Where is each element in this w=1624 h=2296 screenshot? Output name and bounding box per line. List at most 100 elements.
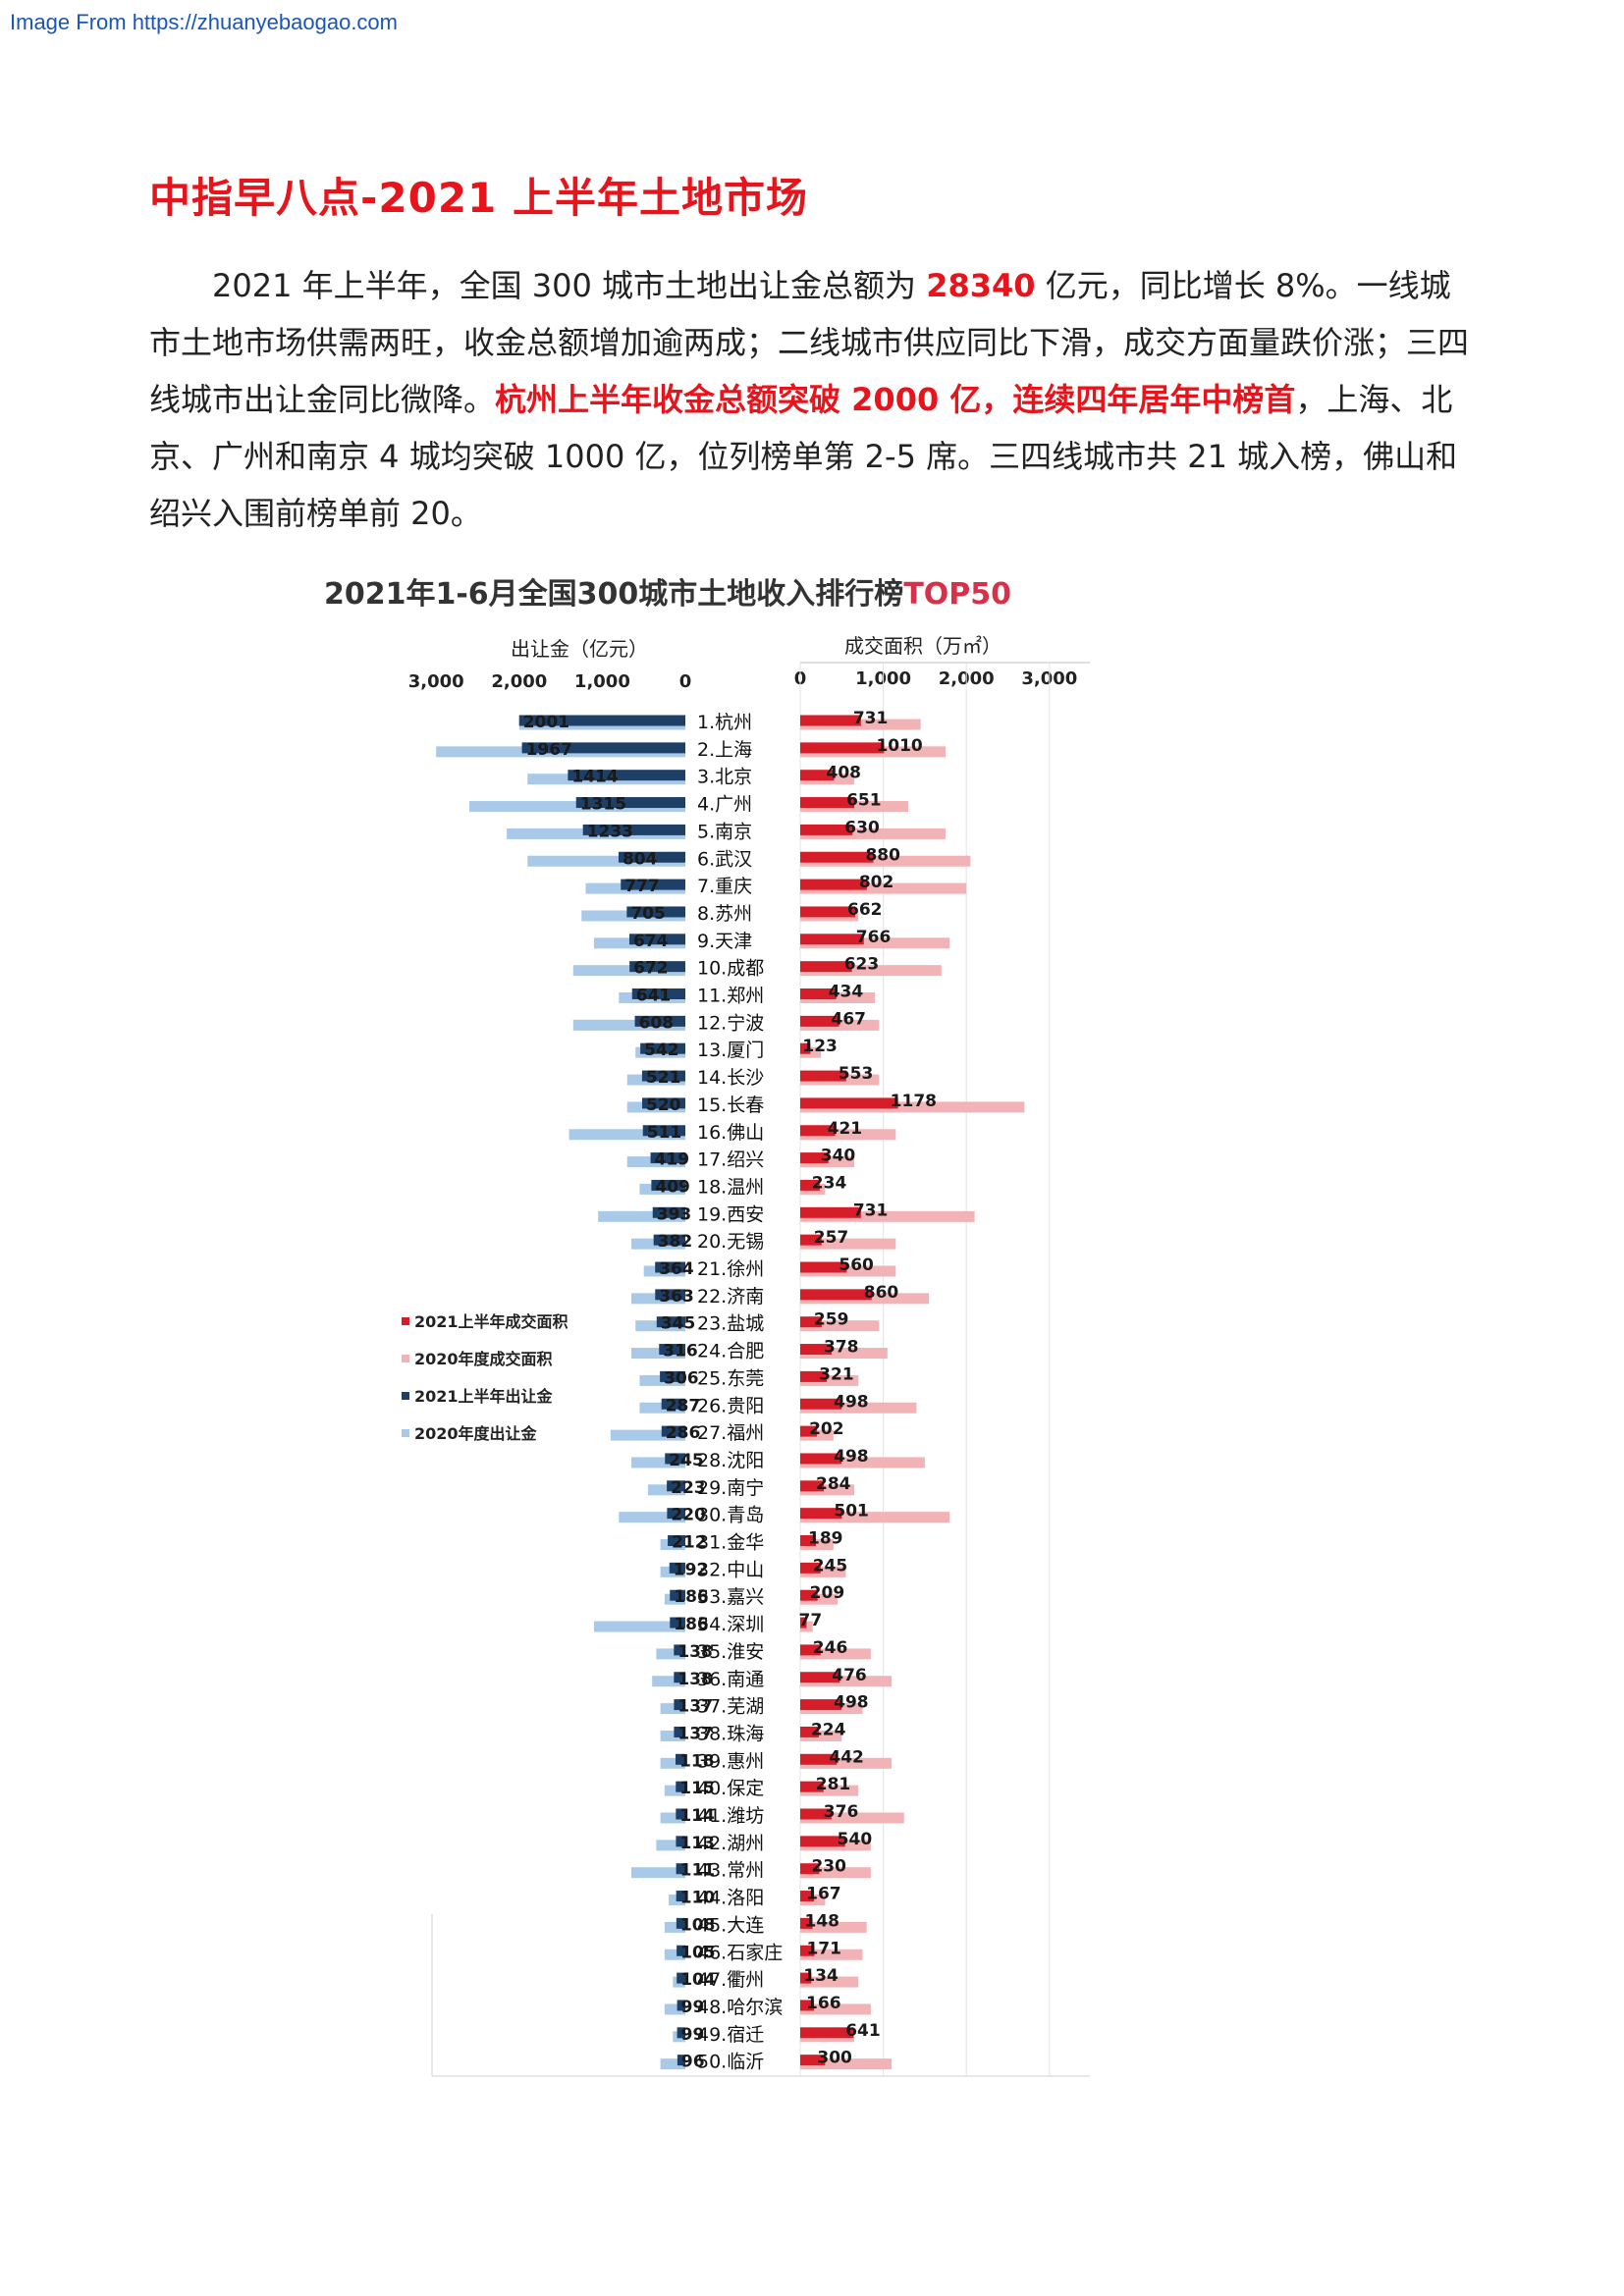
legend-swatch [402, 1355, 409, 1362]
city-label: 34.深圳 [697, 1614, 764, 1635]
area-value-label: 623 [844, 955, 880, 975]
revenue-value-label: 245 [669, 1451, 704, 1470]
city-label: 16.佛山 [697, 1122, 764, 1144]
bar-2021-revenue [650, 1152, 685, 1164]
revenue-value-label: 114 [679, 1806, 715, 1826]
revenue-value-label: 137 [677, 1724, 713, 1743]
bar-2021-area [800, 1589, 818, 1601]
bar-2021-revenue [618, 851, 685, 863]
bar-2021-revenue [674, 1672, 685, 1683]
city-label: 4.广州 [697, 794, 752, 816]
left-tick-label: 2,000 [491, 671, 547, 692]
area-value-label: 651 [846, 791, 882, 811]
bar-2021-area [800, 1453, 842, 1465]
bar-2021-revenue [677, 2055, 685, 2066]
area-value-label: 467 [832, 1009, 867, 1029]
bar-2020-area [800, 2058, 893, 2070]
bar-2021-revenue [621, 879, 685, 890]
city-label: 25.东莞 [697, 1367, 764, 1389]
page-title: 中指早八点-2021 上半年土地市场 [149, 174, 808, 222]
bar-2021-revenue [652, 1206, 685, 1218]
area-value-label: 134 [803, 1966, 839, 1986]
bar-2020-area [800, 2003, 871, 2015]
bar-2021-revenue [655, 1289, 685, 1301]
revenue-value-label: 212 [672, 1533, 707, 1553]
bar-2020-area [800, 828, 947, 839]
revenue-value-label: 674 [633, 932, 669, 951]
intro-text-2: 亿元，同比增长 8%。一线城市土地市场供需两旺，收金总额增加逾两成；二线城市供应… [149, 267, 1470, 418]
bar-2021-revenue [659, 1344, 685, 1356]
source-link[interactable]: Image From https://zhuanyebaogao.com [10, 10, 398, 34]
city-label: 43.常州 [697, 1860, 764, 1882]
city-label: 1.杭州 [697, 712, 752, 733]
bar-2020-area [800, 1757, 893, 1769]
bar-2020-area [800, 1402, 917, 1414]
revenue-value-label: 99 [681, 1998, 705, 2017]
bar-2021-revenue [676, 1863, 685, 1875]
bar-2020-revenue [664, 1921, 685, 1933]
bar-2021-area [800, 1644, 821, 1656]
bar-2021-area [800, 1480, 825, 1492]
area-value-label: 167 [806, 1885, 841, 1904]
revenue-value-label: 223 [671, 1478, 706, 1498]
bar-2020-area [800, 1348, 888, 1360]
bar-2021-area [800, 1672, 840, 1683]
city-label: 26.贵阳 [697, 1395, 764, 1416]
revenue-value-label: 138 [677, 1642, 713, 1662]
bar-2020-area [800, 1730, 842, 1741]
revenue-value-label: 96 [681, 2053, 705, 2072]
area-value-label: 284 [816, 1474, 851, 1494]
bar-2020-area [800, 1593, 839, 1605]
bar-2021-area [800, 1726, 819, 1737]
bar-2021-revenue [668, 1535, 685, 1546]
bar-2021-area [800, 961, 852, 973]
city-label: 31.金华 [697, 1532, 764, 1554]
area-value-label: 378 [824, 1338, 859, 1358]
bar-2020-area [800, 992, 876, 1003]
bar-2021-revenue [660, 1370, 685, 1382]
city-label: 46.石家庄 [697, 1942, 783, 1963]
city-label: 6.武汉 [697, 848, 752, 870]
bar-2021-revenue [518, 715, 685, 726]
bar-2020-area [800, 1101, 1025, 1113]
bar-2021-area [800, 1125, 836, 1137]
revenue-value-label: 111 [680, 1861, 716, 1881]
area-value-label: 376 [824, 1802, 859, 1822]
revenue-value-label: 104 [680, 1970, 716, 1990]
bar-2021-revenue [655, 1261, 685, 1273]
bar-2021-area [800, 1863, 820, 1875]
bar-2021-revenue [676, 1917, 685, 1929]
revenue-value-label: 419 [655, 1150, 690, 1170]
bar-2020-area [800, 1129, 896, 1141]
bar-2020-area [800, 1676, 893, 1687]
bar-2021-area [800, 1917, 813, 1929]
city-label: 13.厦门 [697, 1040, 764, 1061]
city-label: 36.南通 [697, 1669, 764, 1690]
city-label: 14.长沙 [697, 1067, 764, 1089]
city-label: 40.保定 [697, 1778, 764, 1799]
bar-2021-area [800, 1316, 822, 1328]
area-value-label: 189 [808, 1529, 843, 1549]
area-value-label: 731 [853, 709, 889, 728]
area-value-label: 340 [821, 1147, 856, 1166]
area-value-label: 77 [799, 1611, 823, 1630]
bar-2020-revenue [647, 1484, 685, 1496]
bar-2021-revenue [670, 1617, 685, 1629]
city-label: 29.南宁 [697, 1477, 764, 1499]
area-value-label: 259 [814, 1310, 849, 1330]
bar-2021-revenue [670, 1589, 685, 1601]
revenue-value-label: 393 [657, 1204, 692, 1224]
city-label: 45.大连 [697, 1914, 764, 1936]
bar-2021-revenue [677, 2027, 685, 2039]
bar-2021-area [800, 1370, 828, 1382]
bar-2021-area [800, 879, 867, 890]
revenue-value-label: 641 [636, 987, 672, 1006]
bar-2021-revenue [677, 1945, 685, 1956]
city-label: 20.无锡 [697, 1231, 764, 1253]
city-label: 7.重庆 [697, 876, 752, 897]
city-label: 3.北京 [697, 767, 752, 788]
intro-text-3: ，上海、北京、广州和南京 4 城均突破 1000 亿，位列榜单第 2-5 席。三… [149, 381, 1458, 532]
bar-2020-area [800, 1949, 863, 1960]
area-value-label: 434 [829, 983, 864, 1002]
